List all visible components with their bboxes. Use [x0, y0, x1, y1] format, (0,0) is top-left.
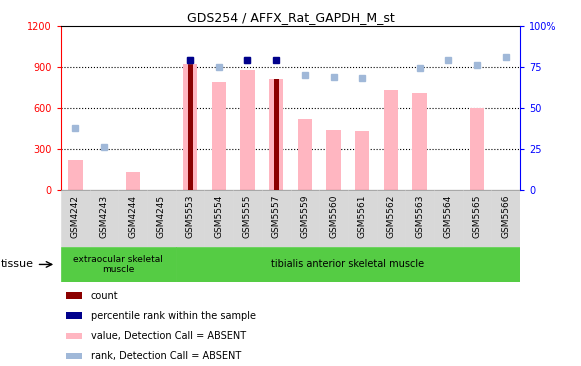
- Bar: [470, 108, 484, 190]
- Text: rank, Detection Call = ABSENT: rank, Detection Call = ABSENT: [91, 351, 241, 361]
- Text: GSM5564: GSM5564: [444, 195, 453, 238]
- Bar: [269, 79, 284, 190]
- Text: extraocular skeletal
muscle: extraocular skeletal muscle: [73, 255, 163, 274]
- Bar: [68, 160, 83, 190]
- Bar: [205, 190, 233, 247]
- Title: GDS254 / AFFX_Rat_GAPDH_M_st: GDS254 / AFFX_Rat_GAPDH_M_st: [187, 11, 394, 25]
- Bar: [376, 190, 406, 247]
- Text: GSM5563: GSM5563: [415, 195, 424, 238]
- Text: GSM5553: GSM5553: [185, 195, 195, 238]
- Text: count: count: [91, 291, 119, 300]
- Text: GSM5565: GSM5565: [472, 195, 482, 238]
- Text: GSM4245: GSM4245: [157, 195, 166, 238]
- Bar: [233, 190, 262, 247]
- Bar: [406, 190, 434, 247]
- Bar: [262, 190, 290, 247]
- Bar: [290, 190, 319, 247]
- Bar: [125, 172, 140, 190]
- Text: tibialis anterior skeletal muscle: tibialis anterior skeletal muscle: [271, 259, 425, 269]
- Bar: [413, 93, 427, 190]
- Text: GSM5566: GSM5566: [501, 195, 510, 238]
- Bar: [327, 130, 340, 190]
- Bar: [383, 90, 398, 190]
- Text: GSM5560: GSM5560: [329, 195, 338, 238]
- Bar: [175, 247, 520, 282]
- Text: percentile rank within the sample: percentile rank within the sample: [91, 311, 256, 321]
- Text: GSM4243: GSM4243: [99, 195, 109, 238]
- Text: GSM5554: GSM5554: [214, 195, 223, 238]
- Bar: [119, 190, 147, 247]
- Bar: [66, 353, 82, 359]
- Bar: [89, 190, 119, 247]
- Text: GSM5559: GSM5559: [300, 195, 309, 238]
- Bar: [492, 190, 520, 247]
- Bar: [274, 79, 279, 190]
- Bar: [319, 190, 348, 247]
- Bar: [66, 333, 82, 339]
- Bar: [434, 190, 462, 247]
- Text: value, Detection Call = ABSENT: value, Detection Call = ABSENT: [91, 331, 246, 341]
- Text: GSM5557: GSM5557: [272, 195, 281, 238]
- Bar: [183, 64, 198, 190]
- Bar: [348, 190, 376, 247]
- Bar: [66, 313, 82, 319]
- Bar: [211, 82, 226, 190]
- Bar: [188, 64, 193, 190]
- Bar: [297, 119, 312, 190]
- Text: GSM5562: GSM5562: [386, 195, 396, 238]
- Bar: [241, 70, 254, 190]
- Bar: [61, 190, 89, 247]
- Bar: [175, 190, 205, 247]
- Bar: [147, 190, 175, 247]
- Bar: [355, 131, 370, 190]
- Text: GSM4244: GSM4244: [128, 195, 137, 238]
- Text: GSM5555: GSM5555: [243, 195, 252, 238]
- Bar: [66, 292, 82, 299]
- Bar: [61, 247, 175, 282]
- Text: GSM4242: GSM4242: [71, 195, 80, 238]
- Bar: [462, 190, 492, 247]
- Text: tissue: tissue: [1, 259, 34, 269]
- Text: GSM5561: GSM5561: [358, 195, 367, 238]
